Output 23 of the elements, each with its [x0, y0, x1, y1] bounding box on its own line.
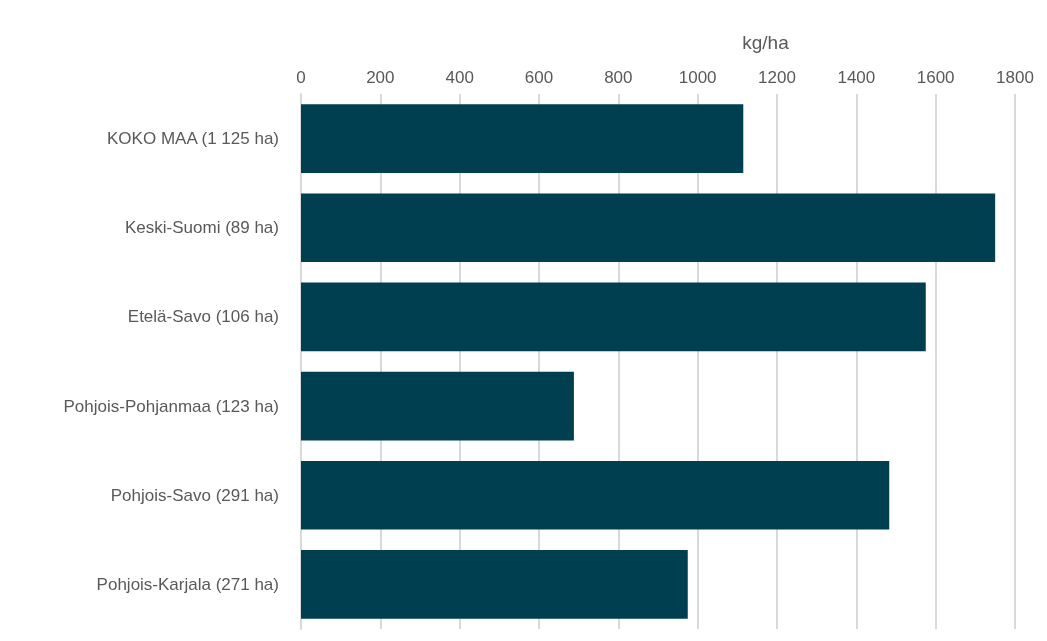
x-tick-label: 0 [296, 68, 306, 87]
x-tick-label: 600 [524, 68, 554, 87]
x-tick-label: 1200 [758, 68, 796, 87]
x-tick-label: 1600 [916, 68, 955, 87]
x-tick-label: 200 [366, 68, 395, 87]
y-tick-label: Etelä-Savo (106 ha) [127, 307, 279, 327]
x-tick-label: 1800 [996, 68, 1034, 87]
bar [301, 460, 890, 530]
x-tick-label: 400 [445, 68, 474, 87]
y-tick-label: Keski-Suomi (89 ha) [124, 218, 279, 238]
y-tick-label: Pohjois-Pohjanmaa (123 ha) [63, 396, 279, 416]
bar [301, 193, 996, 263]
x-axis-title: kg/ha [742, 32, 790, 53]
x-tick-label: 800 [604, 68, 633, 87]
bar [301, 104, 744, 173]
bar [301, 550, 688, 619]
y-tick-label: Pohjois-Savo (291 ha) [110, 485, 279, 505]
x-tick-label: 1400 [837, 68, 876, 87]
y-tick-label: Pohjois-Karjala (271 ha) [96, 574, 279, 594]
x-tick-label: 1000 [678, 68, 717, 87]
bar [301, 371, 574, 441]
bar [301, 282, 926, 352]
y-tick-label: KOKO MAA (1 125 ha) [107, 129, 279, 149]
